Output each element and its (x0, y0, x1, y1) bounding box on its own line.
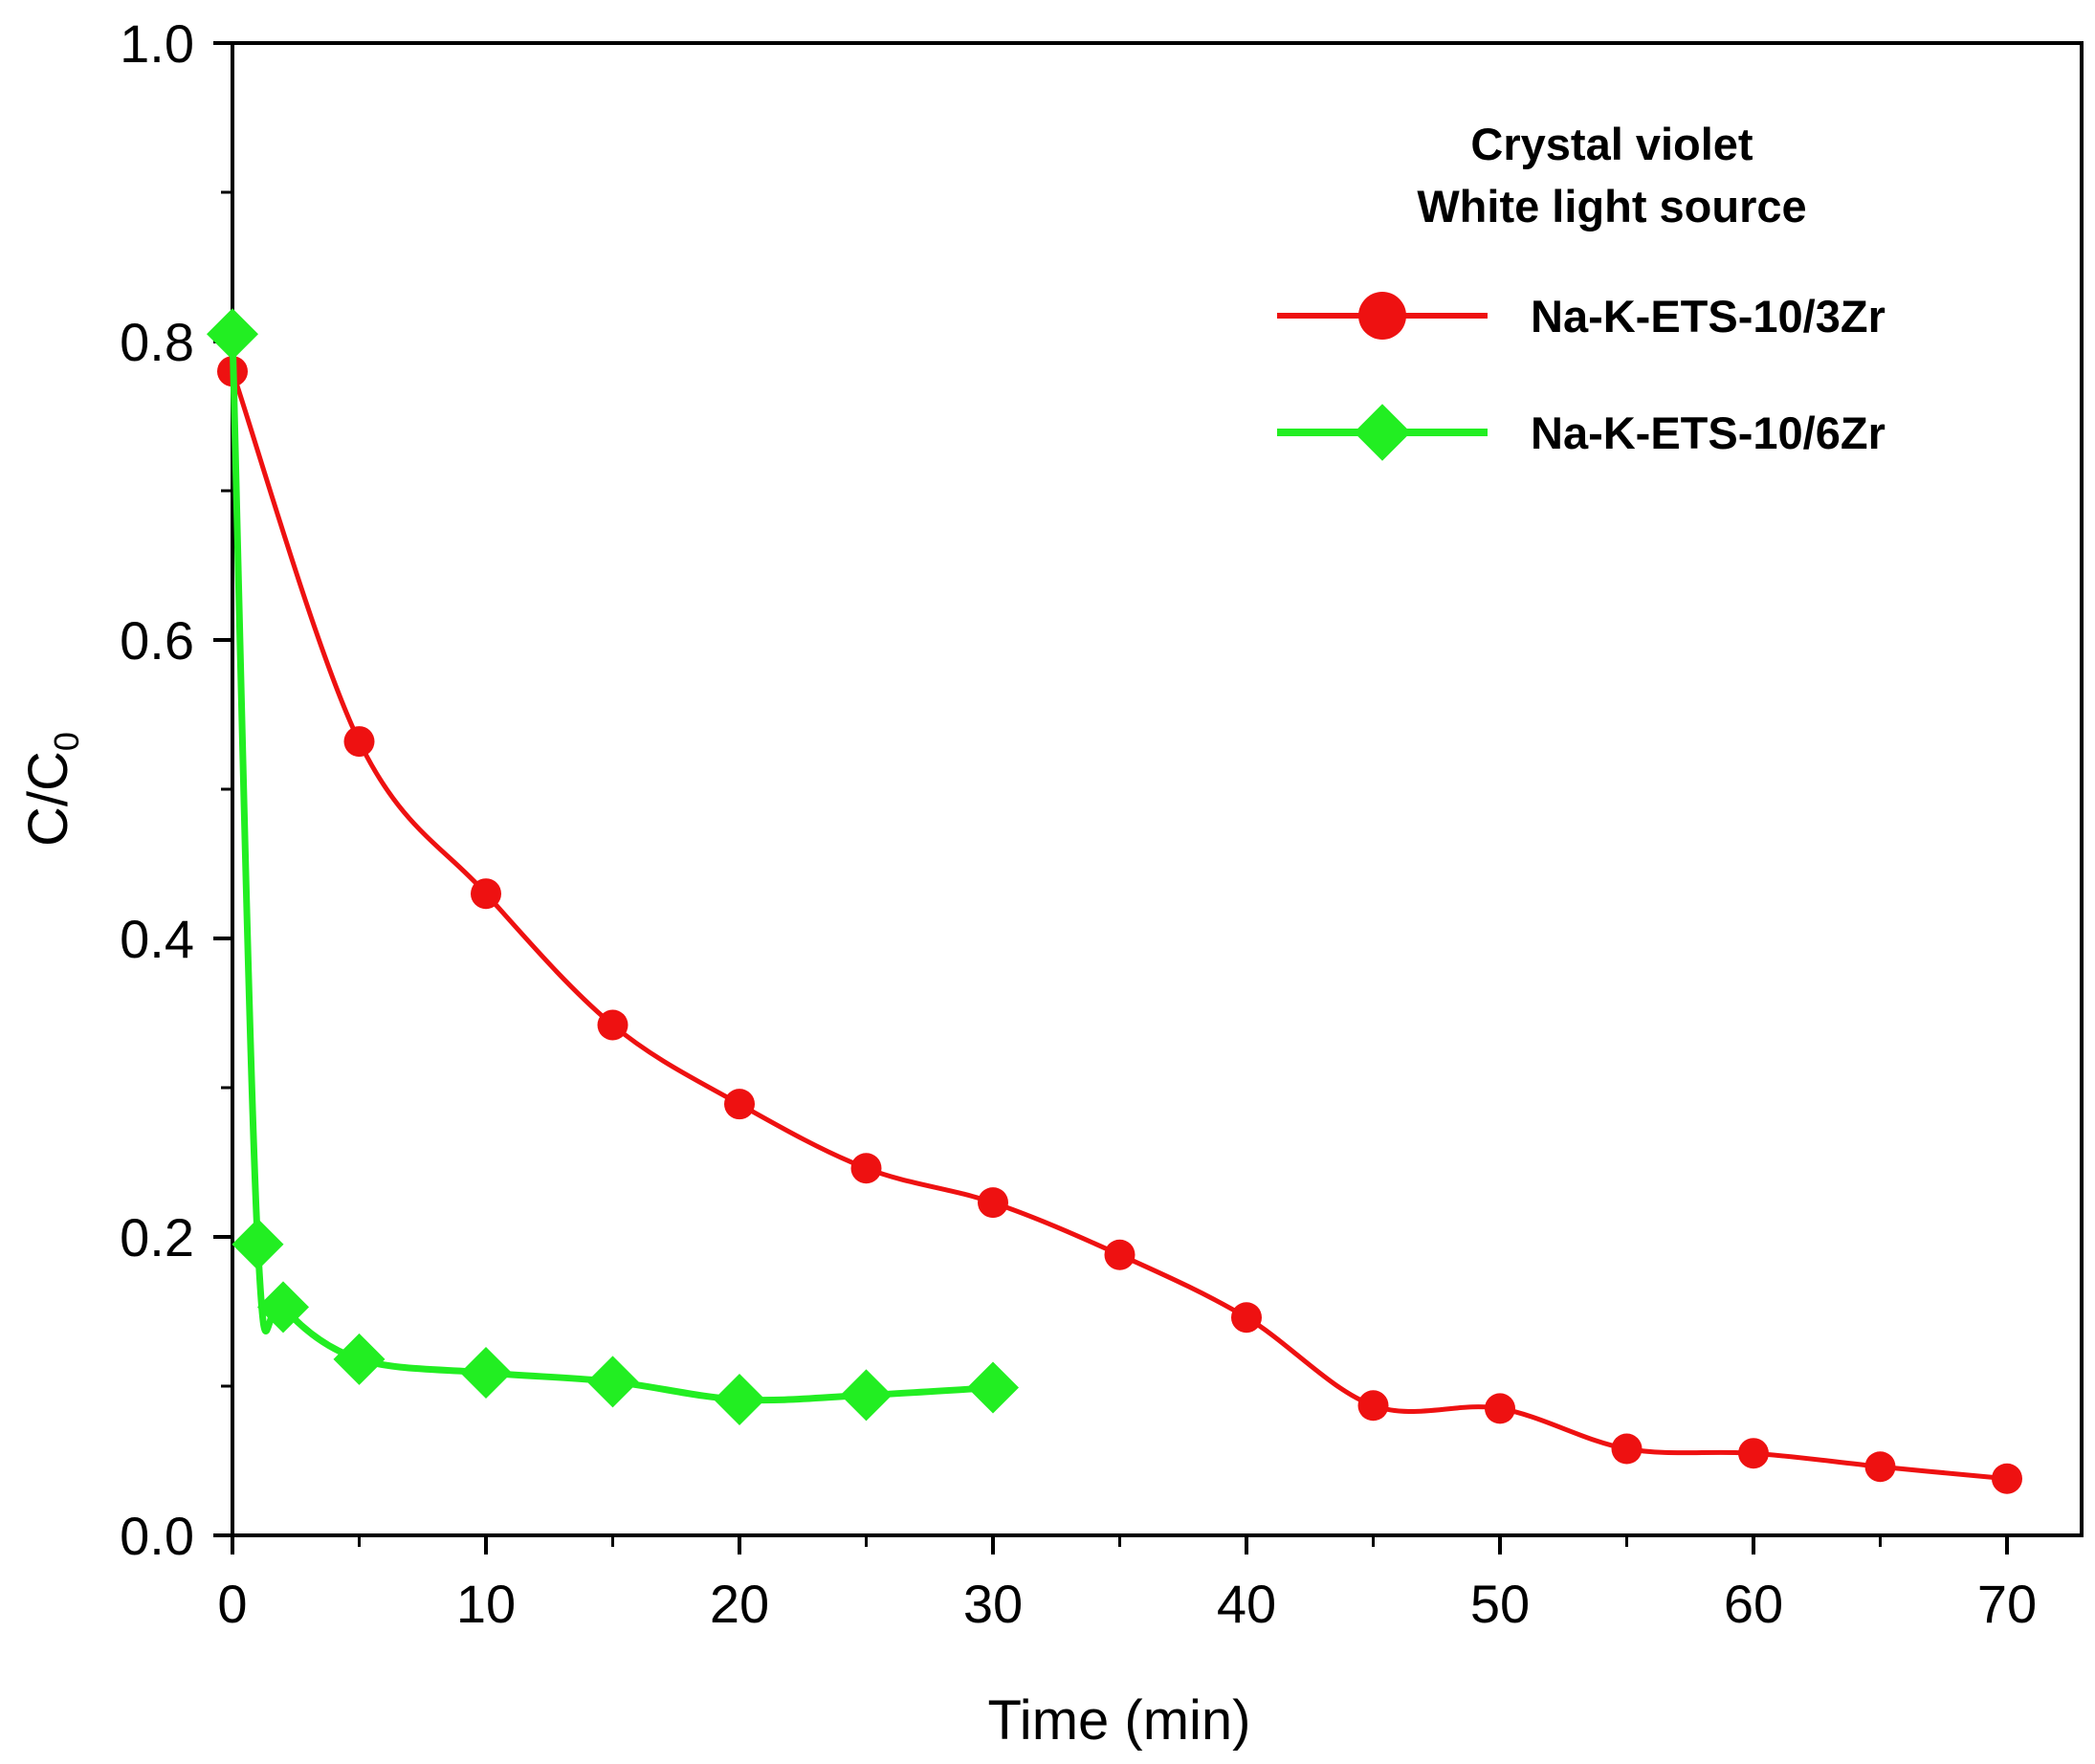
x-tick-label: 40 (1217, 1574, 1276, 1634)
legend-item-2: Na-K-ETS-10/6Zr (1277, 404, 1886, 461)
chart-subtitle: White light source (1417, 181, 1806, 232)
x-tick-label: 10 (456, 1574, 516, 1634)
y-axis: 0.0 0.2 0.4 0.6 0.8 1.0 (120, 13, 232, 1566)
x-tick-label: 50 (1470, 1574, 1530, 1634)
y-tick-label: 0.6 (120, 610, 194, 671)
data-point (586, 1356, 639, 1408)
data-point (232, 1218, 284, 1270)
data-point (840, 1369, 893, 1422)
data-point (724, 1089, 755, 1120)
data-point (978, 1187, 1008, 1219)
series-2 (207, 308, 1019, 1426)
y-tick-label: 0.2 (120, 1207, 194, 1268)
x-axis-title: Time (min) (988, 1689, 1251, 1752)
x-tick-label: 0 (217, 1574, 247, 1634)
data-point (1231, 1302, 1262, 1334)
plot-frame (231, 41, 2084, 1537)
y-axis-title: C/C0 (17, 732, 86, 847)
y-tick-label: 0.8 (120, 312, 194, 372)
data-point (597, 1009, 628, 1041)
x-axis: 0 10 20 30 40 50 60 70 (217, 1535, 2037, 1634)
legend-items: Na-K-ETS-10/3Zr Na-K-ETS-10/6Zr (1277, 291, 1886, 461)
data-point (1104, 1239, 1136, 1270)
data-point (207, 308, 258, 361)
x-tick-label: 70 (1977, 1574, 2037, 1634)
data-point (967, 1361, 1019, 1414)
data-point (1357, 1390, 1389, 1422)
legend-item-1: Na-K-ETS-10/3Zr (1277, 291, 1886, 342)
data-point (1485, 1393, 1515, 1424)
x-tick-label: 60 (1724, 1574, 1783, 1634)
legend-label: Na-K-ETS-10/3Zr (1531, 291, 1886, 342)
series-layer (207, 308, 2022, 1494)
legend-label: Na-K-ETS-10/6Zr (1531, 408, 1886, 458)
y-tick-label: 0.0 (120, 1506, 194, 1566)
data-point (343, 726, 375, 758)
legend-marker (1358, 292, 1406, 340)
series-line (229, 330, 997, 1404)
chart-title: Crystal violet (1470, 119, 1753, 169)
x-tick-label: 30 (963, 1574, 1023, 1634)
x-tick-label: 20 (710, 1574, 769, 1634)
y-axis-title-main: C/C (17, 751, 79, 847)
y-tick-label: 1.0 (120, 13, 194, 74)
y-axis-title-subscript: 0 (47, 732, 86, 751)
data-point (471, 878, 501, 910)
data-point (1864, 1451, 1896, 1483)
y-tick-label: 0.4 (120, 909, 194, 969)
data-point (1738, 1438, 1769, 1469)
data-point (1992, 1463, 2022, 1494)
data-point (333, 1333, 386, 1385)
legend: Crystal violet White light source Na-K-E… (1277, 119, 1886, 461)
series-line (230, 368, 2010, 1482)
data-point (850, 1153, 882, 1184)
data-point (460, 1346, 512, 1399)
legend-marker (1354, 404, 1411, 461)
series-1 (217, 356, 2022, 1494)
data-point (257, 1281, 309, 1334)
data-point (1611, 1433, 1643, 1465)
data-point (714, 1374, 765, 1426)
